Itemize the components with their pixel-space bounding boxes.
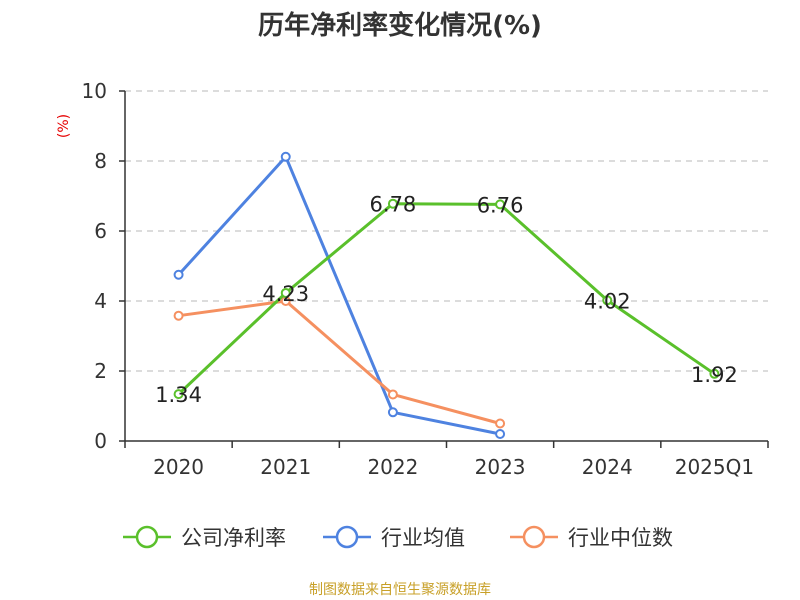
- data-point: [602, 295, 613, 306]
- data-label: 4.02: [584, 289, 631, 313]
- series-line: [178, 299, 501, 425]
- data-point: [495, 418, 506, 429]
- data-point: [173, 389, 184, 400]
- y-tick-label: 2: [94, 359, 107, 383]
- data-point: [280, 151, 291, 162]
- x-tick-label: 2023: [475, 455, 526, 479]
- chart-title: 历年净利率变化情况(%): [258, 10, 542, 41]
- data-point: [280, 287, 291, 298]
- x-tick-label: 2020: [153, 455, 204, 479]
- legend-marker: [335, 525, 359, 549]
- legend-label: 行业中位数: [568, 526, 673, 550]
- legend: 公司净利率 行业均值 行业中位数: [123, 525, 673, 550]
- x-tick-label: 2025Q1: [675, 455, 754, 479]
- x-tick-label: 2022: [367, 455, 418, 479]
- data-point: [495, 429, 506, 439]
- gridlines: [125, 90, 768, 372]
- data-point: [387, 389, 398, 400]
- y-tick-label: 10: [82, 79, 107, 103]
- data-labels: 1.34 4.23 6.78 6.76 4.02 1.92: [155, 193, 738, 407]
- y-tick-label: 6: [94, 219, 107, 243]
- y-tick-label: 4: [94, 289, 107, 313]
- data-point: [495, 199, 506, 210]
- source-note: 制图数据来自恒生聚源数据库: [309, 582, 491, 598]
- y-tick-label: 8: [94, 149, 107, 173]
- y-tick-label: 0: [94, 429, 107, 453]
- series-line: [177, 155, 501, 436]
- series-lines: [173, 151, 720, 439]
- data-label: 1.92: [691, 363, 738, 387]
- data-label: 6.78: [370, 193, 417, 217]
- data-label: 6.76: [477, 193, 524, 217]
- data-label: 4.23: [262, 282, 309, 306]
- y-axis-unit: (%): [56, 114, 72, 138]
- legend-label: 行业均值: [381, 526, 465, 550]
- series-line: [177, 202, 716, 396]
- legend-marker: [522, 525, 546, 549]
- x-tick-label: 2024: [582, 455, 633, 479]
- axes: 0 2 4 6 8 10 2020 2021 2022 2023 2024 2025Q1: [82, 79, 769, 479]
- data-point: [173, 310, 184, 321]
- data-point: [387, 407, 398, 418]
- data-point: [387, 198, 398, 209]
- data-point: [709, 368, 720, 379]
- legend-marker: [135, 525, 159, 549]
- legend-label: 公司净利率: [181, 526, 286, 550]
- x-tick-label: 2021: [260, 455, 311, 479]
- data-point: [173, 269, 184, 280]
- data-label: 1.34: [155, 383, 202, 407]
